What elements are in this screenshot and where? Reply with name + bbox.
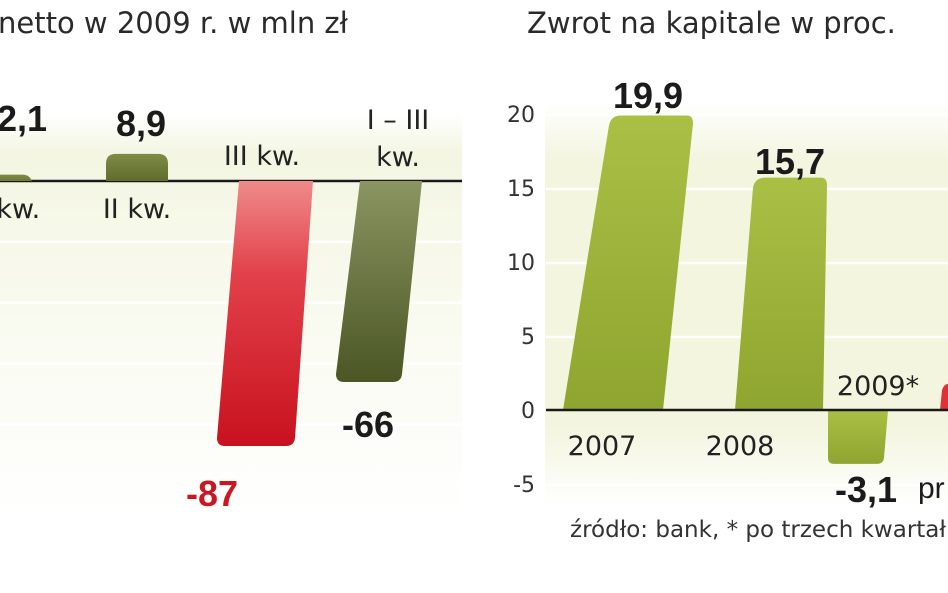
right-tick-label: 15: [507, 177, 535, 202]
right-value-label: 19,9: [613, 75, 683, 116]
right-value-label: 15,7: [755, 141, 825, 182]
right-bar-partial: [940, 384, 948, 410]
left-value-label: 8,9: [116, 103, 166, 144]
source-note: źródło: bank, * po trzech kwartał: [570, 517, 946, 543]
right-category-label: 2007: [568, 431, 637, 462]
left-chart-title: netto w 2009 r. w mln zł: [0, 6, 349, 40]
right-tick-label: -5: [513, 473, 535, 498]
left-bar: [217, 181, 313, 446]
left-bar: [106, 153, 168, 181]
right-tick-label: 5: [521, 325, 535, 350]
left-category-label: III kw.: [224, 141, 300, 172]
right-tick-label: 0: [521, 399, 535, 424]
right-category-label: 2008: [706, 431, 775, 462]
left-category-label: I kw.: [0, 194, 40, 225]
right-bar: [828, 410, 888, 464]
left-bar: [0, 174, 32, 185]
left-category-label: II kw.: [103, 194, 171, 225]
right-category-label: 2009*: [837, 371, 919, 402]
right-bar: [563, 115, 693, 410]
right-chart-title: Zwrot na kapitale w proc.: [527, 6, 896, 40]
right-bar: [735, 177, 827, 410]
right-tick-label: 10: [507, 251, 535, 276]
right-extra-text: pr: [918, 472, 945, 505]
left-category-label: I – III kw.: [367, 105, 430, 173]
right-tick-label: 20: [507, 103, 535, 128]
left-value-label: -66: [342, 404, 394, 445]
left-bar: [336, 181, 422, 383]
left-value-label: 2,1: [0, 98, 47, 139]
right-chart-bars: 19,9 15,7 -3,1 2007 2008 2009*: [563, 75, 948, 510]
right-value-label: -3,1: [835, 469, 897, 510]
left-value-label: -87: [186, 473, 238, 514]
